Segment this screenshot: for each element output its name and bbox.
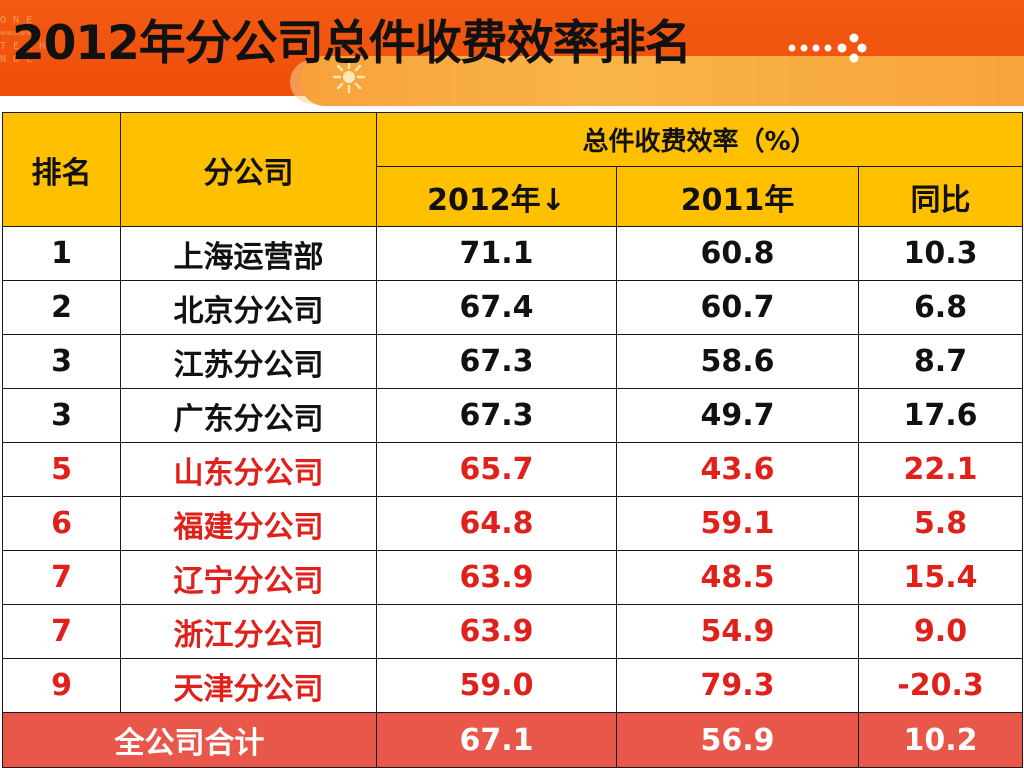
table-row: 6 福建分公司 64.8 59.1 5.8: [2, 496, 1024, 551]
cell-2011: 59.1: [616, 496, 859, 551]
table-row: 9 天津分公司 59.0 79.3 -20.3: [2, 658, 1024, 713]
cell-yoy: 22.1: [857, 442, 1024, 497]
sun-icon: [332, 60, 366, 94]
cell-branch: 上海运营部: [120, 226, 377, 281]
header-branch: 分公司: [120, 112, 377, 227]
cell-2012: 67.4: [376, 280, 617, 335]
cell-yoy: 17.6: [857, 388, 1024, 443]
table-subheader-row: 2012年↓ 2011年 同比: [3, 166, 1024, 227]
table-row: 7 辽宁分公司 63.9 48.5 15.4: [2, 550, 1024, 605]
cell-2011: 43.6: [616, 442, 859, 497]
cell-rank: 7: [2, 604, 121, 659]
table-row: 7 浙江分公司 63.9 54.9 9.0: [2, 604, 1024, 659]
header-yoy: 同比: [857, 166, 1024, 227]
cell-2012: 65.7: [376, 442, 617, 497]
cell-branch: 江苏分公司: [120, 334, 377, 389]
table-row: 3 江苏分公司 67.3 58.6 8.7: [2, 334, 1024, 389]
total-2012: 67.1: [376, 712, 617, 768]
cell-2012: 64.8: [376, 496, 617, 551]
cell-branch: 福建分公司: [120, 496, 377, 551]
dots-decoration-icon: [788, 33, 867, 63]
cell-rank: 9: [2, 658, 121, 713]
cell-2012: 59.0: [376, 658, 617, 713]
cell-branch: 浙江分公司: [120, 604, 377, 659]
cell-yoy: 5.8: [857, 496, 1024, 551]
cell-rank: 3: [2, 388, 121, 443]
page-title: 2012年分公司总件收费效率排名: [12, 16, 692, 71]
cell-yoy: -20.3: [857, 658, 1024, 713]
cell-yoy: 9.0: [857, 604, 1024, 659]
header-2011: 2011年: [616, 166, 859, 227]
cell-rank: 3: [2, 334, 121, 389]
table-row: 3 广东分公司 67.3 49.7 17.6: [2, 388, 1024, 443]
cell-rank: 6: [2, 496, 121, 551]
table-row: 2 北京分公司 67.4 60.7 6.8: [2, 280, 1024, 335]
cell-2011: 60.8: [616, 226, 859, 281]
cell-yoy: 6.8: [857, 280, 1024, 335]
cell-yoy: 15.4: [857, 550, 1024, 605]
cell-branch: 广东分公司: [120, 388, 377, 443]
total-row: 全公司合计 67.1 56.9 10.2: [2, 712, 1024, 768]
cell-branch: 北京分公司: [120, 280, 377, 335]
cell-2012: 71.1: [376, 226, 617, 281]
cell-rank: 7: [2, 550, 121, 605]
ranking-table: 排名 分公司 总件收费效率（%） 2012年↓ 2011年 同比 1 上海运营部 7…: [2, 112, 1024, 768]
header-rank: 排名: [2, 112, 121, 227]
cell-2011: 49.7: [616, 388, 859, 443]
table-row: 1 上海运营部 71.1 60.8 10.3: [2, 226, 1024, 281]
cell-branch: 辽宁分公司: [120, 550, 377, 605]
cell-2011: 58.6: [616, 334, 859, 389]
cell-2011: 48.5: [616, 550, 859, 605]
cell-yoy: 8.7: [857, 334, 1024, 389]
cell-2012: 67.3: [376, 334, 617, 389]
table-header-row: 排名 分公司 总件收费效率（%）: [2, 112, 1024, 227]
total-label: 全公司合计: [2, 712, 377, 768]
cell-yoy: 10.3: [857, 226, 1024, 281]
cell-branch: 天津分公司: [120, 658, 377, 713]
banner-swoosh: [300, 56, 1024, 106]
cell-rank: 2: [2, 280, 121, 335]
total-2011: 56.9: [616, 712, 859, 768]
total-yoy: 10.2: [857, 712, 1024, 768]
table-row: 5 山东分公司 65.7 43.6 22.1: [2, 442, 1024, 497]
cell-2012: 63.9: [376, 604, 617, 659]
cell-2012: 67.3: [376, 388, 617, 443]
cell-branch: 山东分公司: [120, 442, 377, 497]
cell-2011: 79.3: [616, 658, 859, 713]
cell-2011: 60.7: [616, 280, 859, 335]
cell-rank: 5: [2, 442, 121, 497]
header-2012: 2012年↓: [376, 166, 617, 227]
cell-2012: 63.9: [376, 550, 617, 605]
cell-2011: 54.9: [616, 604, 859, 659]
cell-rank: 1: [2, 226, 121, 281]
header-efficiency-group: 总件收费效率（%）: [375, 112, 1024, 167]
